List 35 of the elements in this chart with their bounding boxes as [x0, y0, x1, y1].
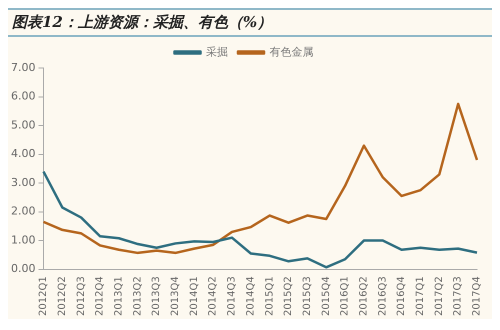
y-tick-label: 6.00	[10, 90, 36, 103]
x-tick-label: 2014Q2	[208, 276, 219, 316]
x-tick-label: 2014Q1	[188, 276, 200, 316]
legend-label: 有色金属	[270, 45, 314, 58]
x-tick-label: 2012Q1	[38, 276, 50, 316]
y-tick-label: 4.00	[10, 147, 36, 160]
x-tick-label: 2017Q2	[434, 276, 445, 316]
y-tick-label: 2.00	[10, 204, 36, 218]
x-tick-label: 2016Q4	[396, 276, 408, 316]
x-tick-label: 2015Q3	[302, 276, 313, 316]
chart-title: 图表12：上游资源：采掘、有色（%）	[8, 8, 492, 37]
y-tick-label: 7.00	[10, 60, 36, 74]
x-tick-label: 2013Q2	[132, 276, 144, 316]
y-tick-label: 3.00	[10, 176, 36, 189]
x-tick-label: 2014Q4	[245, 276, 256, 316]
x-tick-label: 2016Q2	[358, 276, 370, 316]
x-tick-label: 2014Q3	[226, 276, 238, 316]
x-tick-label: 2016Q1	[340, 276, 351, 316]
x-tick-label: 2013Q4	[170, 276, 182, 316]
x-tick-label: 2013Q1	[113, 276, 124, 316]
x-tick-label: 2015Q1	[264, 276, 276, 316]
x-tick-label: 2016Q3	[377, 276, 388, 316]
x-tick-label: 2015Q4	[320, 276, 332, 316]
x-tick-label: 2015Q2	[283, 276, 294, 316]
y-tick-label: 5.00	[10, 118, 36, 132]
y-tick-label: 0.00	[10, 262, 36, 276]
x-tick-label: 2012Q4	[94, 276, 106, 316]
legend-label: 采掘	[206, 45, 228, 58]
x-tick-label: 2017Q3	[452, 276, 464, 316]
x-tick-label: 2012Q3	[76, 276, 87, 316]
x-tick-label: 2013Q3	[151, 276, 162, 316]
x-tick-label: 2017Q4	[472, 276, 483, 316]
x-tick-label: 2017Q1	[415, 276, 426, 316]
y-tick-label: 1.00	[10, 233, 36, 246]
x-tick-label: 2012Q2	[56, 276, 68, 316]
